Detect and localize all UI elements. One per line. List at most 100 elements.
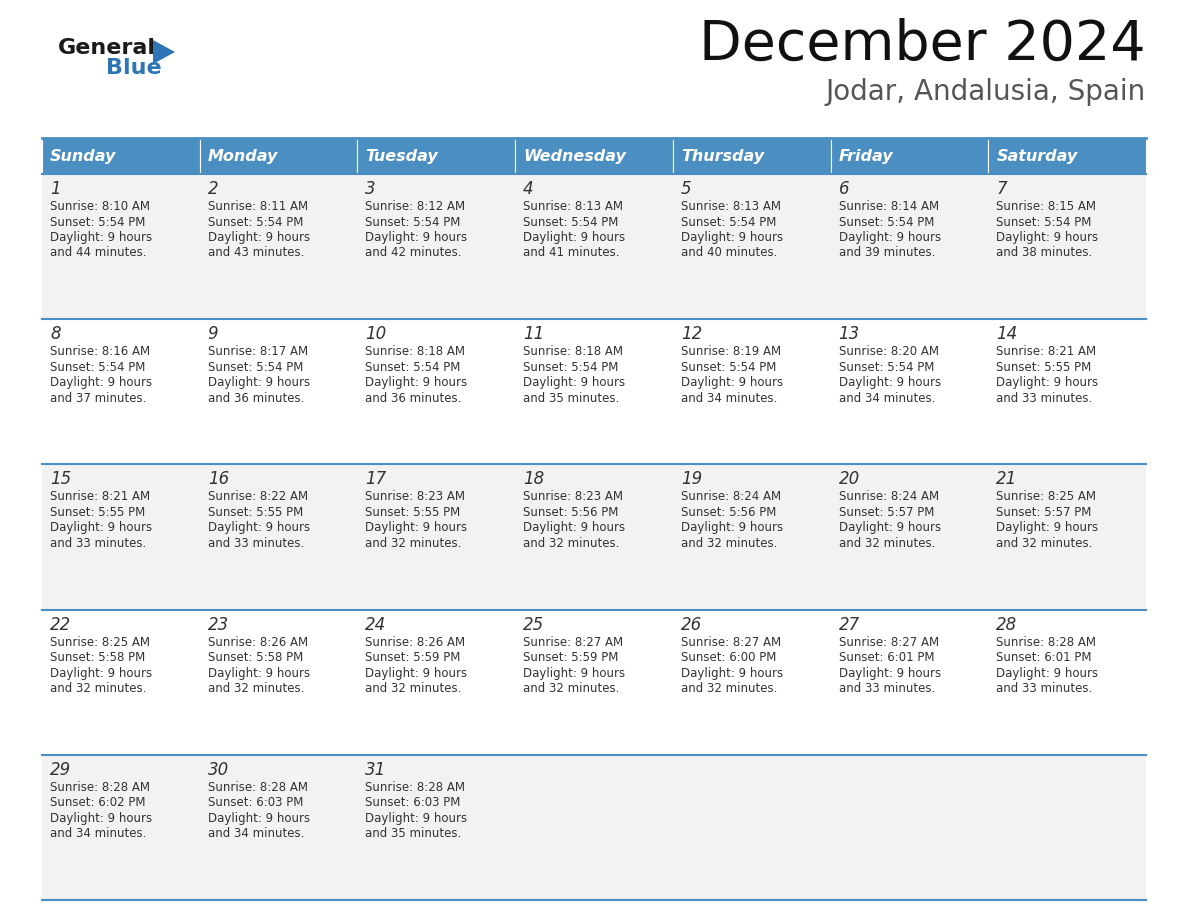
Bar	[988, 174, 1146, 319]
Text: Sunrise: 8:13 AM: Sunrise: 8:13 AM	[523, 200, 624, 213]
Bar	[830, 138, 988, 174]
Text: Thursday: Thursday	[681, 149, 764, 163]
Bar	[42, 755, 200, 900]
Text: Daylight: 9 hours: Daylight: 9 hours	[523, 666, 625, 679]
Text: 4: 4	[523, 180, 533, 198]
Text: Friday: Friday	[839, 149, 893, 163]
Bar	[42, 319, 200, 465]
Text: and 35 minutes.: and 35 minutes.	[523, 392, 619, 405]
Text: Wednesday: Wednesday	[523, 149, 626, 163]
Bar	[672, 755, 830, 900]
Bar	[672, 319, 830, 465]
Text: Daylight: 9 hours: Daylight: 9 hours	[839, 666, 941, 679]
Text: and 37 minutes.: and 37 minutes.	[50, 392, 146, 405]
Text: Sunrise: 8:14 AM: Sunrise: 8:14 AM	[839, 200, 939, 213]
Text: 13: 13	[839, 325, 860, 343]
Text: Daylight: 9 hours: Daylight: 9 hours	[50, 666, 152, 679]
Text: Daylight: 9 hours: Daylight: 9 hours	[523, 231, 625, 244]
Bar	[672, 610, 830, 755]
Text: Sunrise: 8:25 AM: Sunrise: 8:25 AM	[50, 635, 150, 649]
Text: Sunset: 5:54 PM: Sunset: 5:54 PM	[681, 216, 776, 229]
Text: 9: 9	[208, 325, 219, 343]
Text: and 32 minutes.: and 32 minutes.	[366, 537, 462, 550]
Text: Sunset: 5:55 PM: Sunset: 5:55 PM	[50, 506, 145, 519]
Bar	[516, 610, 672, 755]
Text: and 32 minutes.: and 32 minutes.	[208, 682, 304, 695]
Bar	[358, 610, 516, 755]
Text: 28: 28	[997, 616, 1018, 633]
Text: Sunset: 5:54 PM: Sunset: 5:54 PM	[997, 216, 1092, 229]
Bar	[988, 319, 1146, 465]
Text: 31: 31	[366, 761, 386, 778]
Text: and 41 minutes.: and 41 minutes.	[523, 247, 620, 260]
Bar	[672, 174, 830, 319]
Bar	[42, 610, 200, 755]
Text: and 44 minutes.: and 44 minutes.	[50, 247, 146, 260]
Text: 3: 3	[366, 180, 377, 198]
Text: Daylight: 9 hours: Daylight: 9 hours	[523, 521, 625, 534]
Text: 12: 12	[681, 325, 702, 343]
Text: Sunrise: 8:18 AM: Sunrise: 8:18 AM	[523, 345, 624, 358]
Text: and 42 minutes.: and 42 minutes.	[366, 247, 462, 260]
Text: Sunrise: 8:28 AM: Sunrise: 8:28 AM	[366, 781, 466, 794]
Text: Daylight: 9 hours: Daylight: 9 hours	[839, 521, 941, 534]
Text: and 32 minutes.: and 32 minutes.	[681, 682, 777, 695]
Bar	[200, 138, 358, 174]
Text: and 40 minutes.: and 40 minutes.	[681, 247, 777, 260]
Text: Sunset: 5:54 PM: Sunset: 5:54 PM	[839, 216, 934, 229]
Text: and 39 minutes.: and 39 minutes.	[839, 247, 935, 260]
Text: Sunset: 5:55 PM: Sunset: 5:55 PM	[997, 361, 1092, 374]
Text: Daylight: 9 hours: Daylight: 9 hours	[50, 376, 152, 389]
Text: Daylight: 9 hours: Daylight: 9 hours	[839, 231, 941, 244]
Text: and 32 minutes.: and 32 minutes.	[997, 537, 1093, 550]
Text: Sunrise: 8:28 AM: Sunrise: 8:28 AM	[50, 781, 150, 794]
Text: and 34 minutes.: and 34 minutes.	[681, 392, 777, 405]
Text: December 2024: December 2024	[700, 18, 1146, 72]
Bar	[830, 465, 988, 610]
Text: and 34 minutes.: and 34 minutes.	[839, 392, 935, 405]
Text: Sunset: 5:54 PM: Sunset: 5:54 PM	[366, 361, 461, 374]
Text: Sunset: 5:54 PM: Sunset: 5:54 PM	[208, 216, 303, 229]
Text: Sunset: 5:54 PM: Sunset: 5:54 PM	[50, 216, 145, 229]
Text: Jodar, Andalusia, Spain: Jodar, Andalusia, Spain	[826, 78, 1146, 106]
Text: Sunrise: 8:27 AM: Sunrise: 8:27 AM	[839, 635, 939, 649]
Bar	[988, 138, 1146, 174]
Text: Sunrise: 8:20 AM: Sunrise: 8:20 AM	[839, 345, 939, 358]
Text: Sunset: 5:57 PM: Sunset: 5:57 PM	[839, 506, 934, 519]
Text: Sunrise: 8:23 AM: Sunrise: 8:23 AM	[366, 490, 466, 503]
Text: Sunset: 5:54 PM: Sunset: 5:54 PM	[523, 361, 619, 374]
Bar	[988, 610, 1146, 755]
Text: and 32 minutes.: and 32 minutes.	[839, 537, 935, 550]
Bar	[830, 319, 988, 465]
Text: Daylight: 9 hours: Daylight: 9 hours	[839, 376, 941, 389]
Text: Daylight: 9 hours: Daylight: 9 hours	[208, 231, 310, 244]
Text: and 34 minutes.: and 34 minutes.	[50, 827, 146, 840]
Bar	[358, 174, 516, 319]
Text: Sunset: 5:54 PM: Sunset: 5:54 PM	[50, 361, 145, 374]
Bar	[358, 138, 516, 174]
Text: Sunrise: 8:10 AM: Sunrise: 8:10 AM	[50, 200, 150, 213]
Text: Daylight: 9 hours: Daylight: 9 hours	[366, 666, 468, 679]
Text: Sunset: 5:54 PM: Sunset: 5:54 PM	[208, 361, 303, 374]
Bar	[358, 755, 516, 900]
Text: Sunrise: 8:21 AM: Sunrise: 8:21 AM	[997, 345, 1097, 358]
Text: 18: 18	[523, 470, 544, 488]
Text: Sunrise: 8:27 AM: Sunrise: 8:27 AM	[681, 635, 781, 649]
Text: and 32 minutes.: and 32 minutes.	[523, 537, 619, 550]
Text: Daylight: 9 hours: Daylight: 9 hours	[208, 376, 310, 389]
Text: and 32 minutes.: and 32 minutes.	[681, 537, 777, 550]
Text: Daylight: 9 hours: Daylight: 9 hours	[681, 666, 783, 679]
Text: and 33 minutes.: and 33 minutes.	[50, 537, 146, 550]
Text: Daylight: 9 hours: Daylight: 9 hours	[997, 231, 1099, 244]
Text: 23: 23	[208, 616, 229, 633]
Text: 25: 25	[523, 616, 544, 633]
Text: 8: 8	[50, 325, 61, 343]
Text: Daylight: 9 hours: Daylight: 9 hours	[50, 812, 152, 824]
Text: Sunset: 5:54 PM: Sunset: 5:54 PM	[681, 361, 776, 374]
Text: Daylight: 9 hours: Daylight: 9 hours	[366, 521, 468, 534]
Text: Sunrise: 8:19 AM: Sunrise: 8:19 AM	[681, 345, 781, 358]
Text: and 43 minutes.: and 43 minutes.	[208, 247, 304, 260]
Text: General: General	[58, 38, 156, 58]
Text: and 33 minutes.: and 33 minutes.	[997, 682, 1093, 695]
Text: Sunset: 5:54 PM: Sunset: 5:54 PM	[523, 216, 619, 229]
